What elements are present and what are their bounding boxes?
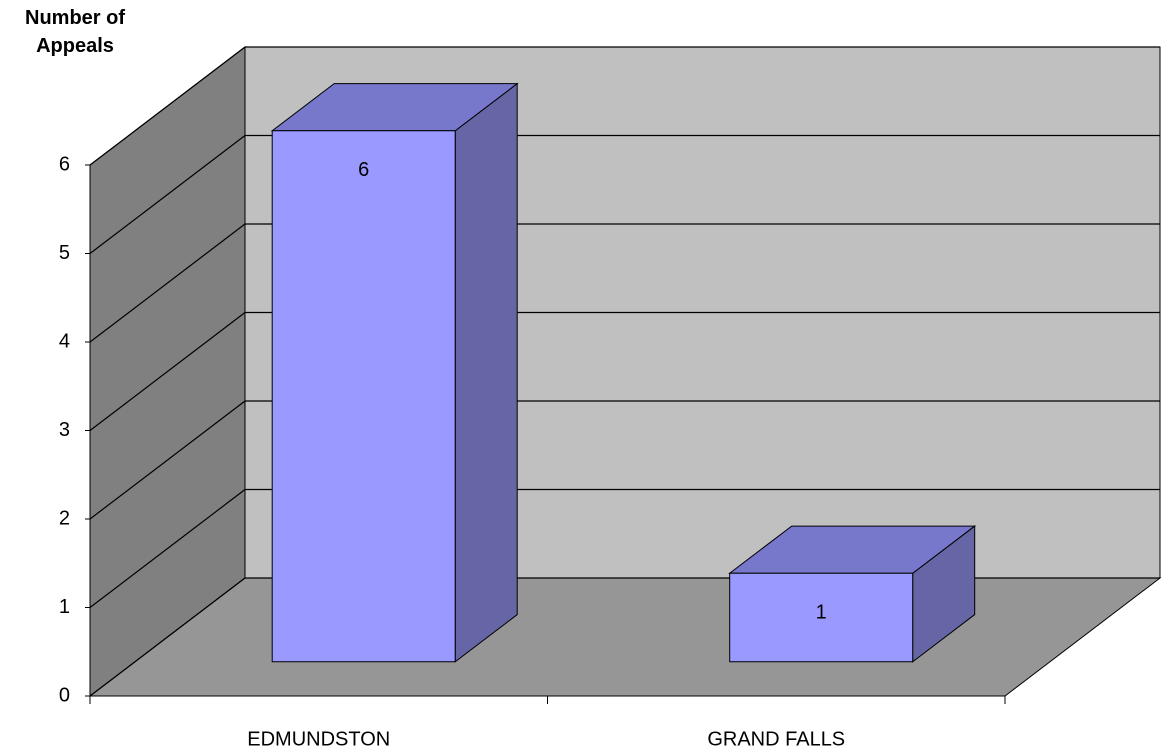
grid-line	[89, 400, 246, 520]
floor	[88, 577, 1162, 697]
value-label: 1	[816, 602, 827, 624]
x-tick-label: GRAND FALLS	[707, 728, 845, 750]
y-tick-label: 1	[59, 596, 70, 618]
y-axis-label: Number of Appeals	[25, 7, 125, 57]
bar	[271, 130, 456, 663]
grid-line	[89, 577, 246, 697]
bar-side	[454, 82, 518, 663]
grid-line	[89, 312, 246, 431]
x-tick-label: EDMUNDSTON	[247, 728, 390, 750]
grid-line	[89, 135, 246, 254]
grid-line	[89, 489, 246, 608]
y-tick-label: 4	[59, 330, 70, 352]
y-tick-label: 2	[59, 507, 70, 529]
y-tick-label: 6	[59, 153, 70, 175]
grid-line	[89, 223, 246, 343]
bar	[729, 572, 914, 663]
y-tick-label: 5	[59, 242, 70, 264]
value-label: 6	[358, 159, 369, 181]
grid-line	[89, 46, 246, 166]
y-tick-label: 3	[59, 419, 70, 441]
y-tick-label: 0	[59, 684, 70, 706]
